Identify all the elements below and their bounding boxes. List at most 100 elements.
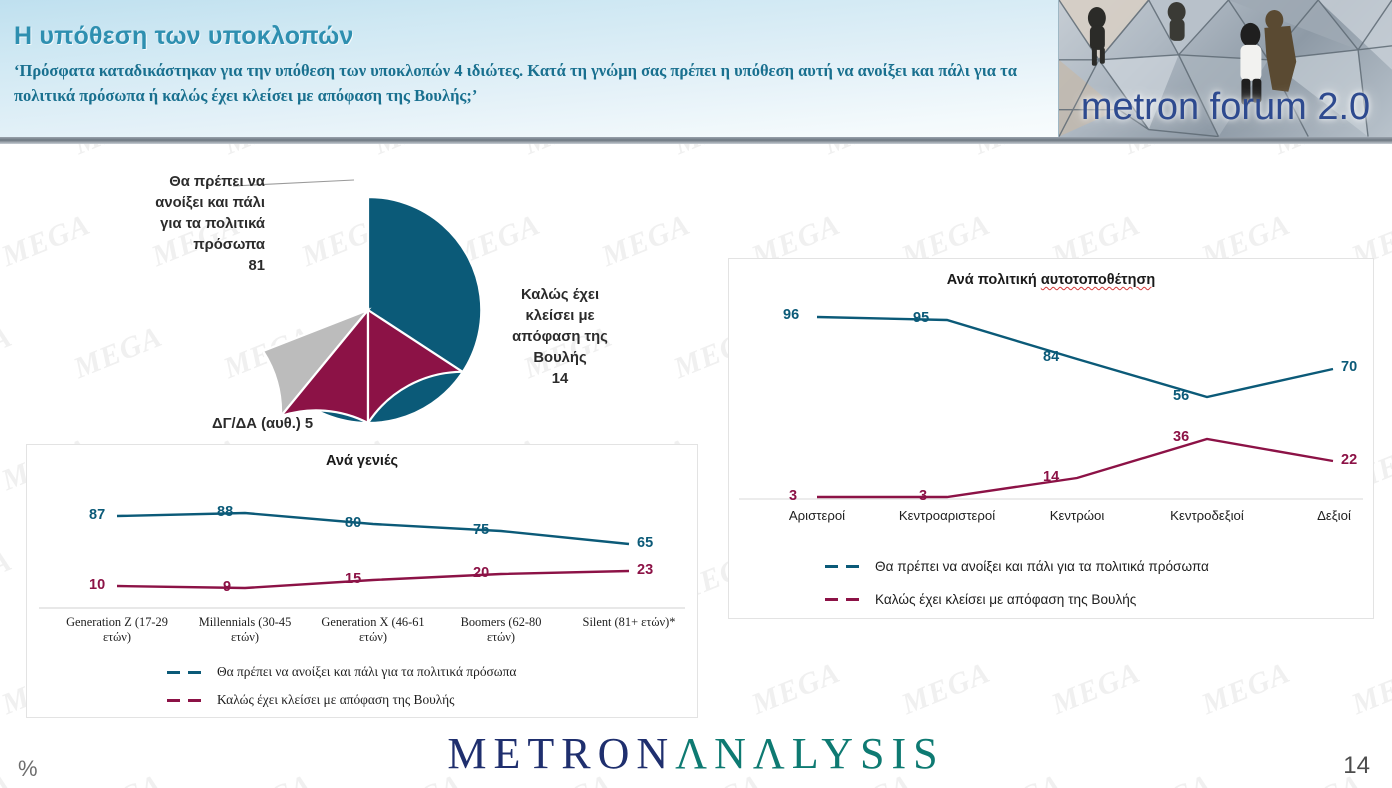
- pie-label-line: Καλώς έχει: [520, 287, 600, 303]
- metron-forum-logo: metron forum 2.0: [1058, 0, 1392, 137]
- pie-label-line: απόφαση της: [512, 329, 608, 345]
- brand-metron: METRON: [447, 729, 676, 778]
- overall-pie-chart: Θα πρέπει να ανοίξει και πάλι για τα πολ…: [0, 144, 700, 444]
- legend-marker-maroon-icon: [825, 598, 867, 601]
- category-label-generation-x: Generation X (46-61 ετών): [305, 615, 441, 645]
- category-label-silent: Silent (81+ ετών)*: [561, 615, 697, 630]
- pie-label-line: πρόσωπα: [193, 237, 265, 253]
- data-label: 88: [217, 504, 234, 520]
- legend-item-closed: Καλώς έχει κλείσει με απόφαση της Βουλής: [167, 692, 454, 708]
- cat-line: ετών): [358, 630, 388, 644]
- chart-title-misspelled-word: αυτοτοποθέτηση: [1040, 272, 1156, 288]
- cat-line: Boomers (62-80: [460, 615, 542, 629]
- logo-photo: [1059, 0, 1392, 137]
- pie-svg: [232, 179, 483, 427]
- cat-line: Millennials (30-45: [198, 615, 292, 629]
- data-label: 80: [345, 515, 362, 531]
- header-divider: [0, 137, 1392, 144]
- legend-marker-teal-icon: [825, 565, 867, 568]
- series-line-open-again: [116, 511, 630, 546]
- cat-line: Generation X (46-61: [321, 615, 425, 629]
- watermark-text: MEGA: [1046, 655, 1145, 722]
- watermark-text: MEGA: [1346, 655, 1392, 722]
- logo-wordmark: metron forum 2.0: [1080, 86, 1371, 128]
- pie-label-closed: Καλώς έχει κλείσει με απόφαση της Βουλής…: [500, 285, 620, 390]
- percent-unit-label: %: [18, 756, 38, 781]
- data-label: 95: [913, 310, 930, 326]
- data-label: 23: [637, 562, 654, 578]
- pie-value: 81: [248, 258, 265, 274]
- chart-panel-generations: Ανά γενιές 87 88 80 75 65 10 9 15 20 23 …: [26, 444, 698, 718]
- data-label: 70: [1341, 359, 1358, 375]
- brand-analysis: ΛNΛLYSIS: [675, 729, 945, 778]
- legend-marker-maroon-icon: [167, 698, 209, 702]
- category-label-generation-z: Generation Z (17-29 ετών): [49, 615, 185, 645]
- series-line-closed: [116, 569, 630, 590]
- category-label-dexioi: Δεξιοί: [1317, 508, 1351, 523]
- data-label: 84: [1043, 349, 1060, 365]
- watermark-text: MEGA: [746, 655, 845, 722]
- legend-marker-teal-icon: [167, 670, 209, 674]
- category-label-millennials: Millennials (30-45 ετών): [177, 615, 313, 645]
- legend-item-open-again: Θα πρέπει να ανοίξει και πάλι για τα πολ…: [825, 559, 1209, 574]
- pie-label-line: ΔΓ/ΔΑ (αυθ.) 5: [212, 416, 314, 432]
- legend-label: Θα πρέπει να ανοίξει και πάλι για τα πολ…: [875, 559, 1209, 574]
- pie-slices: [261, 195, 483, 427]
- metron-analysis-wordmark: METRONΛNΛLYSIS: [0, 728, 1392, 779]
- political-line-svg: [739, 315, 1363, 500]
- generations-line-svg: [39, 511, 685, 609]
- cat-line: Silent (81+ ετών)*: [582, 615, 676, 629]
- cat-line: ετών): [230, 630, 260, 644]
- pie-label-line: Βουλής: [533, 350, 587, 366]
- page-number: 14: [1343, 752, 1370, 779]
- chart-title-prefix: Ανά πολιτική: [946, 272, 1041, 288]
- cat-line: ετών): [102, 630, 132, 644]
- legend-label: Θα πρέπει να ανοίξει και πάλι για τα πολ…: [217, 664, 517, 679]
- data-label: 14: [1043, 469, 1060, 485]
- pie-value: 14: [551, 371, 569, 387]
- pie-leader-line: [232, 179, 355, 187]
- pie-slice-closed: [277, 306, 370, 425]
- pie-label-line: κλείσει με: [525, 308, 595, 324]
- category-label-kentrooi: Κεντρώοι: [1049, 508, 1105, 523]
- pie-label-line: Θα πρέπει να: [169, 174, 265, 190]
- watermark-text: MEGA: [1196, 655, 1295, 722]
- category-label-boomers: Boomers (62-80 ετών): [433, 615, 569, 645]
- data-label: 36: [1173, 429, 1190, 445]
- category-label-kentrodexioi: Κεντροδεξιοί: [1170, 508, 1244, 523]
- legend-item-closed: Καλώς έχει κλείσει με απόφαση της Βουλής: [825, 592, 1136, 607]
- page-title: Η υπόθεση των υποκλοπών: [14, 22, 354, 50]
- category-label-kentroaristeroi: Κεντροαριστεροί: [898, 508, 996, 523]
- category-label-aristeroi: Αριστεροί: [788, 508, 846, 523]
- data-label: 20: [473, 565, 490, 581]
- data-label: 3: [789, 488, 798, 504]
- series-line-closed: [817, 437, 1334, 499]
- legend-label: Καλώς έχει κλείσει με απόφαση της Βουλής: [875, 592, 1137, 607]
- watermark-text: MEGA: [896, 655, 995, 722]
- cat-line: ετών): [486, 630, 516, 644]
- cat-line: Generation Z (17-29: [66, 615, 168, 629]
- data-label: 87: [89, 507, 106, 523]
- chart-panel-political: Ανά πολιτική αυτοτοποθέτηση 96 95 84 56 …: [728, 258, 1374, 619]
- chart-title-political: Ανά πολιτική αυτοτοποθέτηση: [729, 272, 1373, 288]
- data-label: 65: [637, 535, 654, 551]
- data-label: 96: [783, 307, 800, 323]
- data-label: 15: [345, 571, 362, 587]
- survey-question: ‘Πρόσφατα καταδικάστηκαν για την υπόθεση…: [14, 61, 1017, 105]
- data-label: 75: [473, 522, 490, 538]
- data-label: 10: [89, 577, 106, 593]
- pie-label-open-again: Θα πρέπει να ανοίξει και πάλι για τα πολ…: [145, 172, 265, 277]
- pie-label-line: ανοίξει και πάλι: [155, 195, 265, 211]
- legend-label: Καλώς έχει κλείσει με απόφαση της Βουλής: [217, 692, 455, 707]
- pie-slice-closed-2: [366, 307, 467, 427]
- pie-label-line: για τα πολιτικά: [160, 216, 265, 232]
- legend-item-open-again: Θα πρέπει να ανοίξει και πάλι για τα πολ…: [167, 664, 516, 680]
- data-label: 22: [1341, 452, 1358, 468]
- pie-label-dk-na: ΔΓ/ΔΑ (αυθ.) 5: [212, 414, 313, 435]
- series-line-open-again: [816, 315, 1334, 399]
- watermark-text: MEGA: [0, 543, 17, 610]
- data-label: 56: [1173, 388, 1190, 404]
- chart-title-generations: Ανά γενιές: [325, 453, 399, 469]
- logo-geometry-icon: [1059, 0, 1392, 137]
- data-label: 3: [919, 488, 928, 504]
